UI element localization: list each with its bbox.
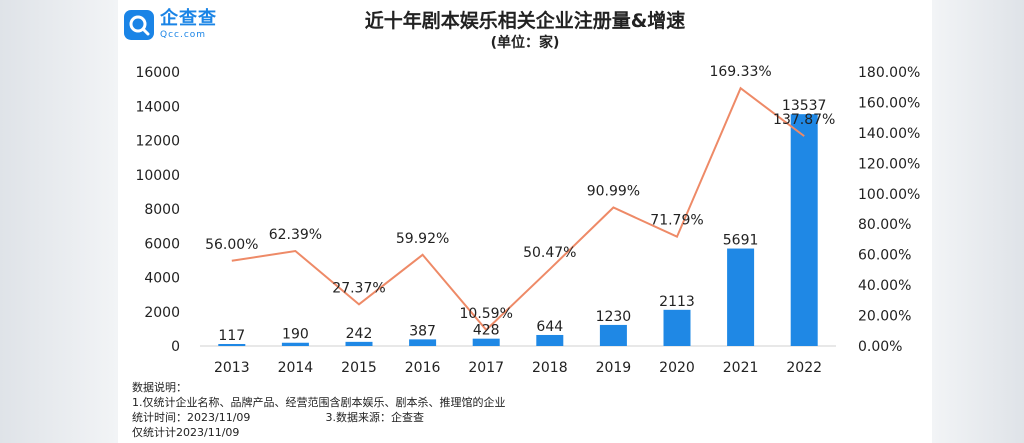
bar bbox=[663, 309, 691, 346]
growth-rate-label: 56.00% bbox=[205, 237, 258, 253]
bar-value-label: 117 bbox=[218, 328, 245, 344]
bar-value-label: 5691 bbox=[723, 233, 759, 249]
combo-chart: 0 2000 4000 6000 8000 10000 12000 14000 16000 0.0… bbox=[135, 64, 920, 376]
bar-value-label: 428 bbox=[473, 323, 500, 339]
bar bbox=[790, 114, 818, 347]
bar bbox=[727, 248, 755, 346]
chart-title: 近十年剧本娱乐相关企业注册量&增速 bbox=[364, 10, 686, 32]
bar-value-label: 13537 bbox=[782, 98, 827, 114]
x-axis-tick-label: 2022 bbox=[786, 360, 822, 376]
qcc-logo: 企查查 Qcc.com bbox=[124, 4, 244, 46]
logo-name-en: Qcc.com bbox=[160, 30, 207, 40]
bar bbox=[409, 339, 437, 346]
right-axis-tick-label: 140.00% bbox=[858, 126, 920, 142]
chart-card: 企查查 Qcc.com 近十年剧本娱乐相关企业注册量&增速 (单位：家) 0 20… bbox=[118, 0, 932, 443]
bar bbox=[218, 343, 246, 346]
bar-value-label: 190 bbox=[282, 327, 309, 343]
chart-subtitle: (单位：家) bbox=[490, 35, 560, 51]
x-axis-tick-label: 2020 bbox=[659, 360, 695, 376]
left-axis-tick-label: 4000 bbox=[144, 271, 180, 287]
right-axis-tick-label: 80.00% bbox=[858, 217, 911, 233]
bar-value-label: 1230 bbox=[596, 309, 632, 325]
x-axis-tick-label: 2015 bbox=[341, 360, 377, 376]
growth-rate-line bbox=[231, 86, 805, 332]
growth-rate-label: 10.59% bbox=[460, 306, 513, 322]
x-axis-tick-label: 2017 bbox=[468, 360, 504, 376]
growth-rate-label: 90.99% bbox=[587, 183, 640, 199]
bar-value-label: 2113 bbox=[659, 294, 695, 310]
notes-line-2-source: 3.数据来源：企查查 bbox=[325, 411, 425, 424]
bar-value-label: 387 bbox=[409, 323, 436, 339]
notes-line-2-date: 统计时间：2023/11/09 bbox=[132, 411, 251, 424]
right-axis-tick-label: 160.00% bbox=[858, 95, 920, 111]
left-axis-tick-label: 10000 bbox=[135, 168, 180, 184]
left-axis-tick-label: 6000 bbox=[144, 236, 180, 252]
notes-heading: 数据说明： bbox=[132, 381, 187, 394]
bar-value-label: 242 bbox=[346, 326, 373, 342]
right-axis-tick-label: 0.00% bbox=[858, 339, 902, 355]
left-blurred-margin bbox=[0, 0, 118, 443]
notes-line-1: 1.仅统计企业名称、品牌产品、经营范围含剧本娱乐、剧本杀、推理馆的企业 bbox=[132, 396, 506, 409]
growth-rate-label: 50.47% bbox=[523, 245, 576, 261]
bar-value-label: 644 bbox=[536, 319, 563, 335]
data-notes: 数据说明： 1.仅统计企业名称、品牌产品、经营范围含剧本娱乐、剧本杀、推理馆的企… bbox=[132, 380, 732, 440]
notes-line-3: 仅统计计2023/11/09 bbox=[132, 426, 240, 439]
x-axis-tick-label: 2021 bbox=[723, 360, 759, 376]
x-axis-tick-label: 2013 bbox=[214, 360, 250, 376]
growth-rate-label: 59.92% bbox=[396, 231, 449, 247]
qcc-logo-icon bbox=[124, 10, 154, 40]
left-axis-tick-label: 16000 bbox=[135, 65, 180, 81]
growth-rate-label: 71.79% bbox=[650, 213, 703, 229]
bar bbox=[472, 338, 500, 346]
x-axis-tick-label: 2016 bbox=[405, 360, 441, 376]
left-axis-tick-label: 0 bbox=[171, 339, 180, 355]
bar bbox=[599, 324, 627, 346]
x-axis-tick-label: 2018 bbox=[532, 360, 568, 376]
bar bbox=[536, 334, 564, 346]
bar bbox=[345, 341, 373, 346]
growth-rate-label: 62.39% bbox=[269, 227, 322, 243]
left-axis-tick-label: 14000 bbox=[135, 99, 180, 115]
right-axis-tick-label: 20.00% bbox=[858, 309, 911, 325]
right-axis-tick-label: 120.00% bbox=[858, 156, 920, 172]
growth-rate-label: 169.33% bbox=[709, 64, 771, 80]
right-blurred-margin bbox=[932, 0, 1024, 443]
right-axis-tick-label: 60.00% bbox=[858, 248, 911, 264]
logo-name-cn: 企查查 bbox=[160, 8, 217, 29]
notes-line-2: 统计时间：2023/11/09 3.数据来源：企查查 bbox=[132, 410, 732, 425]
left-axis-tick-label: 8000 bbox=[144, 202, 180, 218]
growth-rate-label: 27.37% bbox=[332, 280, 385, 296]
right-axis-tick-label: 100.00% bbox=[858, 187, 920, 203]
bar bbox=[281, 342, 309, 346]
left-axis-tick-label: 2000 bbox=[144, 305, 180, 321]
right-axis-tick-label: 180.00% bbox=[858, 65, 920, 81]
x-axis-tick-label: 2019 bbox=[596, 360, 632, 376]
growth-rate-label: 137.87% bbox=[773, 112, 835, 128]
left-axis-tick-label: 12000 bbox=[135, 134, 180, 150]
x-axis-tick-label: 2014 bbox=[278, 360, 314, 376]
right-axis-tick-label: 40.00% bbox=[858, 278, 911, 294]
